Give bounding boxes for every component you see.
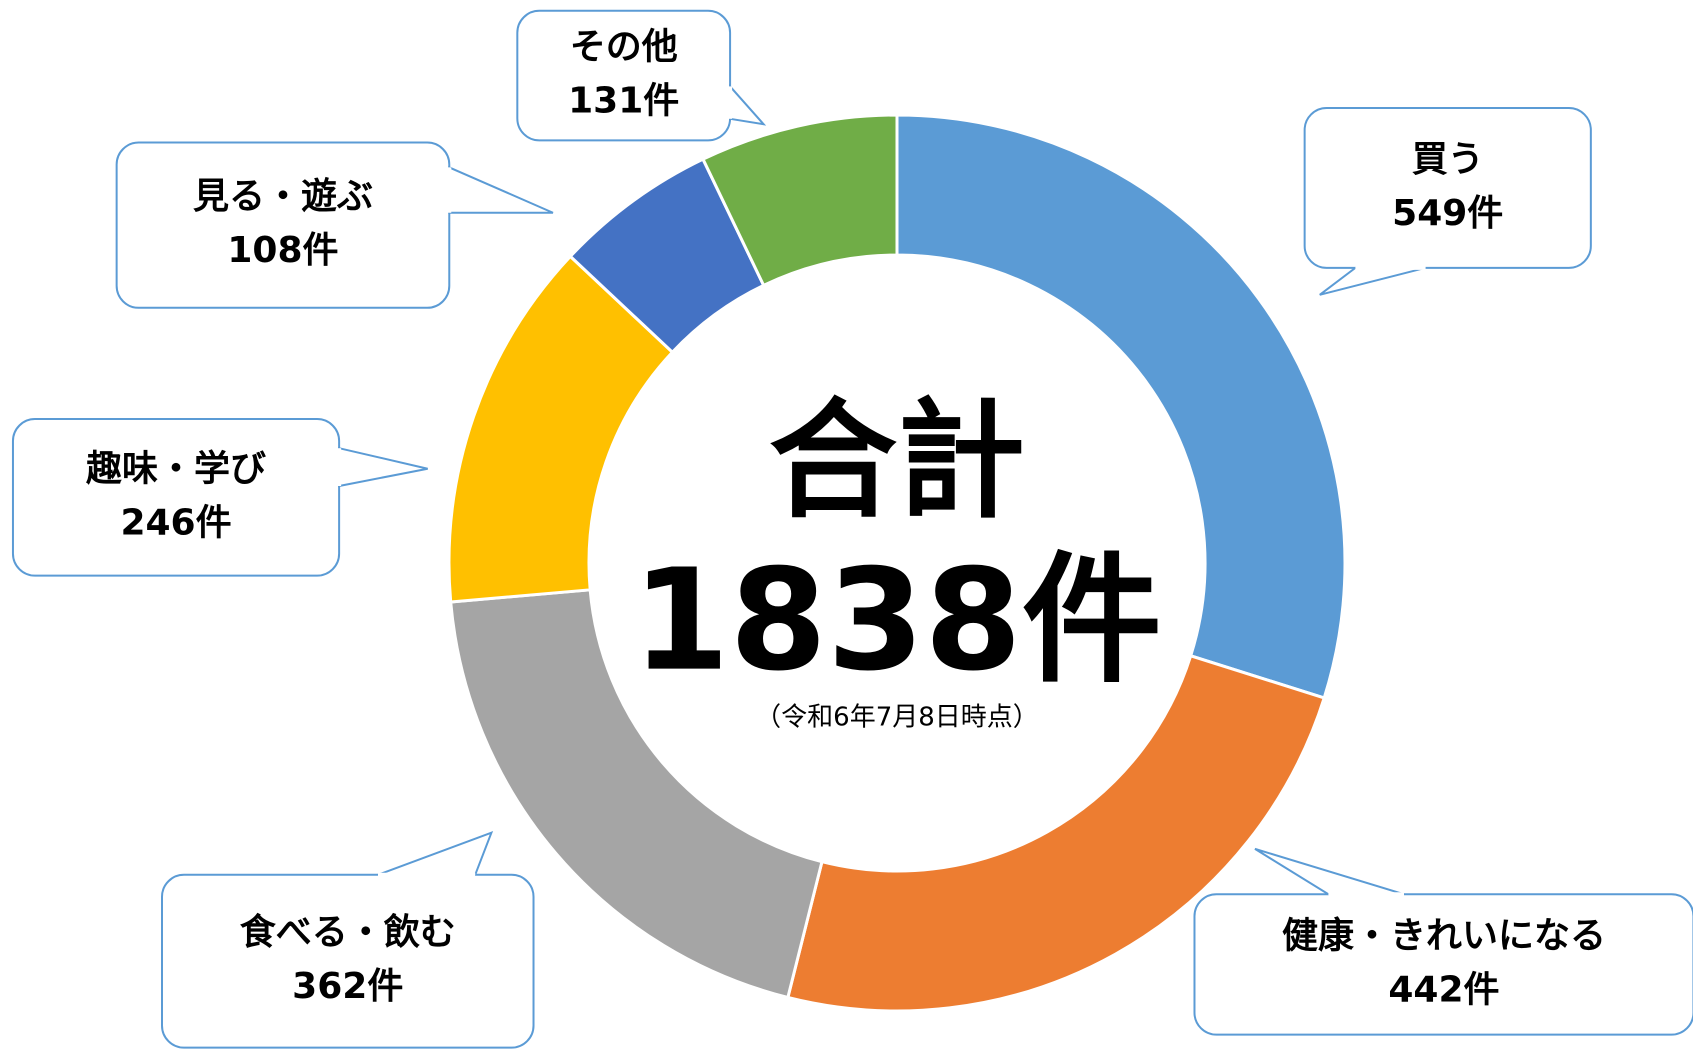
center-note: （令和6年7月8日時点） (755, 703, 1039, 733)
center-total: 1838件 (632, 540, 1162, 703)
callout-box (1193, 893, 1693, 1036)
value-label: 442件 (1388, 969, 1499, 1010)
callout-pointer (1254, 847, 1405, 896)
callout-box (1303, 107, 1592, 269)
segment (786, 653, 1327, 1013)
segment (895, 113, 1347, 700)
category-label: その他 (570, 27, 678, 68)
donut (447, 113, 1347, 1013)
callout-pointer (338, 446, 428, 488)
callout-pointer (377, 830, 494, 876)
callout-pointer (729, 83, 767, 126)
callout-pointer (1319, 266, 1426, 296)
callout-pointer (448, 165, 554, 214)
category-label: 健康・きれいになる (1282, 914, 1606, 956)
segment (449, 588, 824, 1000)
segment (701, 113, 899, 288)
center-title: 合計 (769, 387, 1025, 536)
value-label: 108件 (227, 230, 338, 271)
category-label: 趣味・学び (86, 447, 266, 489)
category-label: 買う (1412, 139, 1484, 180)
value-label: 362件 (292, 966, 403, 1007)
callout-box (115, 141, 451, 309)
callout-box (11, 418, 341, 577)
callout-box (516, 9, 732, 142)
value-label: 246件 (120, 502, 231, 543)
value-label: 131件 (568, 81, 679, 122)
category-label: 見る・遊ぶ (193, 176, 373, 217)
callout-box (161, 873, 535, 1049)
value-label: 549件 (1392, 193, 1503, 234)
category-label: 食べる・飲む (240, 912, 456, 953)
